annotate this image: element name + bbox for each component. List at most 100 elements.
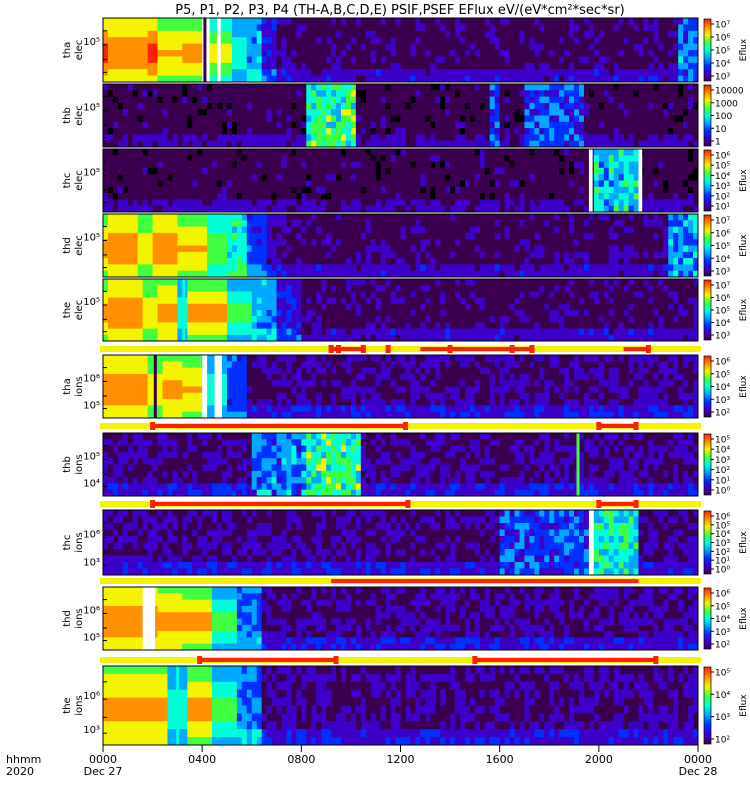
spectrogram-cell: [539, 161, 545, 169]
spectrogram-cell: [103, 285, 109, 292]
spectrogram-cell: [410, 37, 416, 44]
spectrogram-cell: [514, 115, 520, 123]
spectrogram-cell: [306, 37, 312, 44]
spectrogram-cell: [326, 109, 332, 116]
spectrogram-cell: [127, 322, 134, 329]
spectrogram-cell: [435, 214, 441, 221]
spectrogram-cell: [559, 109, 565, 116]
spectrogram-cell: [618, 69, 625, 76]
spectrogram-cell: [336, 232, 342, 240]
spectrogram-cell: [231, 270, 238, 278]
spectrogram-cell: [564, 37, 570, 44]
spectrogram-cell: [455, 149, 461, 156]
spectrogram-cell: [678, 251, 684, 259]
spectrogram-cell: [222, 199, 228, 207]
spectrogram-cell: [122, 334, 129, 342]
spectrogram-cell: [395, 50, 401, 57]
colorbar-tick-label: 10⁶: [715, 152, 730, 162]
spectrogram-cell: [504, 115, 510, 123]
spectrogram-cell: [663, 96, 669, 104]
spectrogram-cell: [410, 18, 416, 25]
spectrogram-cell: [554, 264, 560, 272]
spectrogram-cell: [345, 115, 352, 123]
spectrogram-cell: [241, 155, 248, 162]
spectrogram-cell: [177, 18, 183, 25]
spectrogram-cell: [539, 199, 545, 207]
spectrogram-cell: [231, 18, 238, 25]
spectrogram-cell: [440, 134, 446, 142]
spectrogram-cell: [355, 24, 362, 32]
spectrogram-cell: [152, 226, 158, 234]
spectrogram-cell: [167, 62, 173, 70]
spectrogram-cell: [266, 167, 272, 175]
spectrogram-cell: [316, 18, 322, 25]
spectrogram-cell: [638, 50, 644, 57]
spectrogram-cell: [544, 180, 550, 188]
spectrogram-cell: [564, 24, 570, 32]
spectrogram-cell: [628, 24, 634, 32]
spectrogram-cell: [167, 214, 173, 221]
spectrogram-cell: [197, 214, 203, 221]
spectrogram-cell: [107, 232, 114, 240]
spectrogram-cell: [593, 37, 600, 44]
spectrogram-cell: [197, 43, 203, 51]
spectrogram-cell: [321, 193, 327, 200]
spectrogram-cell: [202, 96, 208, 104]
spectrogram-cell: [321, 161, 327, 169]
spectrogram-cell: [415, 161, 421, 169]
spectrogram-cell: [673, 220, 679, 227]
spectrogram-cell: [509, 43, 515, 51]
spectrogram-cell: [430, 115, 436, 123]
spectrogram-cell: [301, 155, 307, 162]
spectrogram-cell: [618, 214, 625, 221]
spectrogram-cell: [355, 258, 362, 265]
spectrogram-cell: [539, 149, 545, 156]
spectrogram-cell: [132, 310, 139, 317]
spectrogram-cell: [142, 43, 149, 51]
spectrogram-cell: [157, 37, 163, 44]
spectrogram-cell: [564, 205, 570, 213]
spectrogram-cell: [256, 167, 263, 175]
spectrogram-cell: [579, 174, 585, 181]
spectrogram-cell: [469, 75, 476, 83]
spectrogram-cell: [365, 50, 372, 57]
spectrogram-cell: [212, 245, 218, 253]
spectrogram-cell: [261, 69, 268, 76]
spectrogram-cell: [212, 186, 218, 194]
spectrogram-cell: [112, 43, 119, 51]
spectrogram-cell: [564, 180, 570, 188]
spectrogram-cell: [301, 109, 307, 116]
spectrogram-cell: [574, 69, 580, 76]
colorbar-tick-label: 10000: [715, 87, 744, 97]
colorbar-tick-label: 10⁶: [715, 229, 730, 239]
spectrogram-cell: [688, 174, 694, 181]
spectrogram-cell: [415, 174, 421, 181]
spectrogram-cell: [256, 220, 263, 227]
spectrogram-cell: [137, 328, 144, 336]
spectrogram-cell: [147, 270, 153, 278]
spectrogram-cell: [331, 96, 337, 104]
spectrogram-cell: [440, 220, 446, 227]
spectrogram-cell: [306, 180, 312, 188]
spectrogram-cell: [549, 96, 555, 104]
spectrogram-cell: [256, 239, 263, 246]
spectrogram-cell: [380, 56, 387, 64]
spectrogram-cell: [375, 121, 382, 129]
spectrogram-cell: [375, 226, 382, 234]
spectrogram-cell: [479, 239, 486, 246]
spectrogram-cell: [514, 128, 520, 135]
spectrogram-cell: [390, 50, 396, 57]
spectrogram-cell: [147, 121, 153, 129]
spectrogram-cell: [321, 90, 327, 97]
spectrogram-cell: [157, 75, 163, 83]
spectrogram-cell: [187, 140, 193, 148]
colorbar-label: Eflux: [739, 38, 749, 61]
spectrogram-cell: [593, 128, 600, 135]
spectrogram-cell: [137, 84, 144, 91]
spectrogram-cell: [291, 84, 297, 91]
spectrogram-cell: [445, 75, 451, 83]
spectrogram-cell: [564, 96, 570, 104]
spectrogram-cell: [588, 264, 595, 272]
spectrogram-cell: [326, 30, 332, 38]
spectrogram-cell: [331, 161, 337, 169]
